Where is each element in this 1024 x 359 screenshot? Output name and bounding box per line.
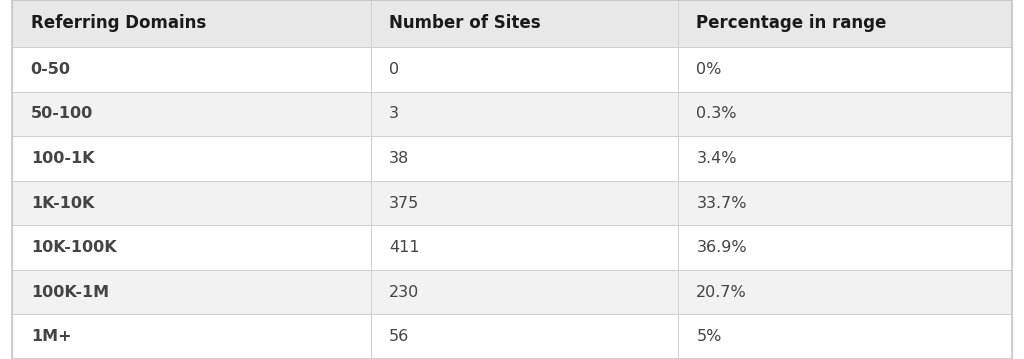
Text: Number of Sites: Number of Sites <box>389 14 541 33</box>
Bar <box>678 0 1012 47</box>
Text: 36.9%: 36.9% <box>696 240 746 255</box>
Bar <box>12 47 371 92</box>
Text: 56: 56 <box>389 329 410 344</box>
Bar <box>678 181 1012 225</box>
Text: 5%: 5% <box>696 329 722 344</box>
Text: 1K-10K: 1K-10K <box>31 196 94 210</box>
Bar <box>12 225 371 270</box>
Bar <box>678 225 1012 270</box>
Text: 100K-1M: 100K-1M <box>31 285 109 300</box>
Text: 0-50: 0-50 <box>31 62 71 77</box>
Bar <box>12 270 371 314</box>
Text: 100-1K: 100-1K <box>31 151 94 166</box>
Bar <box>12 0 371 47</box>
Bar <box>12 136 371 181</box>
Text: Percentage in range: Percentage in range <box>696 14 887 33</box>
Text: 33.7%: 33.7% <box>696 196 746 210</box>
Bar <box>12 314 371 359</box>
Text: 38: 38 <box>389 151 410 166</box>
Text: 0: 0 <box>389 62 399 77</box>
Bar <box>678 136 1012 181</box>
Bar <box>678 92 1012 136</box>
Bar <box>678 270 1012 314</box>
Text: 230: 230 <box>389 285 420 300</box>
Bar <box>371 314 678 359</box>
Text: 0.3%: 0.3% <box>696 106 737 121</box>
Bar <box>12 181 371 225</box>
Bar <box>12 92 371 136</box>
Bar <box>371 136 678 181</box>
Text: Referring Domains: Referring Domains <box>31 14 206 33</box>
Bar <box>371 47 678 92</box>
Bar <box>371 92 678 136</box>
Bar <box>678 47 1012 92</box>
Text: 20.7%: 20.7% <box>696 285 748 300</box>
Bar <box>371 270 678 314</box>
Text: 1M+: 1M+ <box>31 329 72 344</box>
Bar <box>678 314 1012 359</box>
Text: 3: 3 <box>389 106 399 121</box>
Text: 50-100: 50-100 <box>31 106 93 121</box>
Bar <box>371 225 678 270</box>
Text: 10K-100K: 10K-100K <box>31 240 117 255</box>
Text: 375: 375 <box>389 196 420 210</box>
Text: 3.4%: 3.4% <box>696 151 737 166</box>
Bar <box>371 181 678 225</box>
Text: 411: 411 <box>389 240 420 255</box>
Text: 0%: 0% <box>696 62 722 77</box>
Bar <box>371 0 678 47</box>
